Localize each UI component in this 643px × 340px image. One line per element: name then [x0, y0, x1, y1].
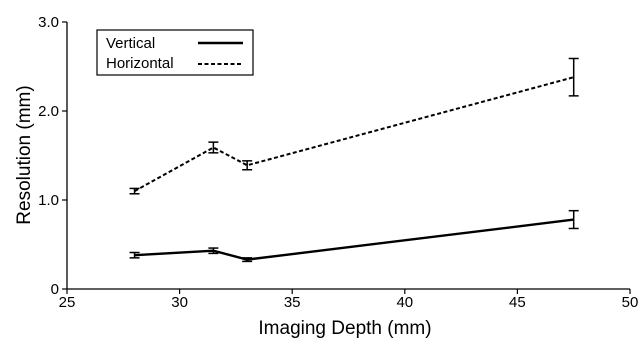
series-line-horizontal — [134, 76, 574, 192]
series-layer — [129, 57, 579, 263]
error-bar-horizontal — [129, 187, 140, 195]
series-line-vertical — [134, 218, 574, 261]
x-axis-title: Imaging Depth (mm) — [258, 318, 431, 339]
legend-label-vertical: Vertical — [106, 35, 155, 52]
y-tick-label: 0 — [51, 281, 59, 298]
y-tick-label: 3.0 — [38, 14, 59, 31]
error-bar-horizontal — [208, 141, 219, 154]
x-tick-label: 40 — [396, 294, 413, 311]
y-tick-label: 1.0 — [38, 192, 59, 209]
y-axis-title: Resolution (mm) — [14, 85, 35, 224]
legend-box — [96, 29, 254, 76]
error-bar-horizontal — [242, 160, 253, 171]
error-bar-vertical — [242, 257, 253, 263]
x-tick-label: 30 — [171, 294, 188, 311]
x-ticks: 25 30 35 40 45 50 — [59, 289, 639, 311]
chart-axes — [66, 22, 630, 290]
error-bar-vertical — [208, 247, 219, 255]
error-bar-vertical — [568, 209, 579, 230]
legend-label-horizontal: Horizontal — [106, 55, 174, 72]
x-tick-label: 50 — [622, 294, 639, 311]
error-bar-vertical — [129, 251, 140, 259]
x-tick-label: 25 — [59, 294, 76, 311]
y-tick-label: 2.0 — [38, 103, 59, 120]
x-tick-label: 45 — [509, 294, 526, 311]
error-bar-horizontal — [568, 57, 579, 97]
legend: Vertical Horizontal — [96, 29, 254, 76]
x-tick-label: 35 — [284, 294, 301, 311]
y-ticks: 0 1.0 2.0 3.0 — [38, 14, 67, 298]
